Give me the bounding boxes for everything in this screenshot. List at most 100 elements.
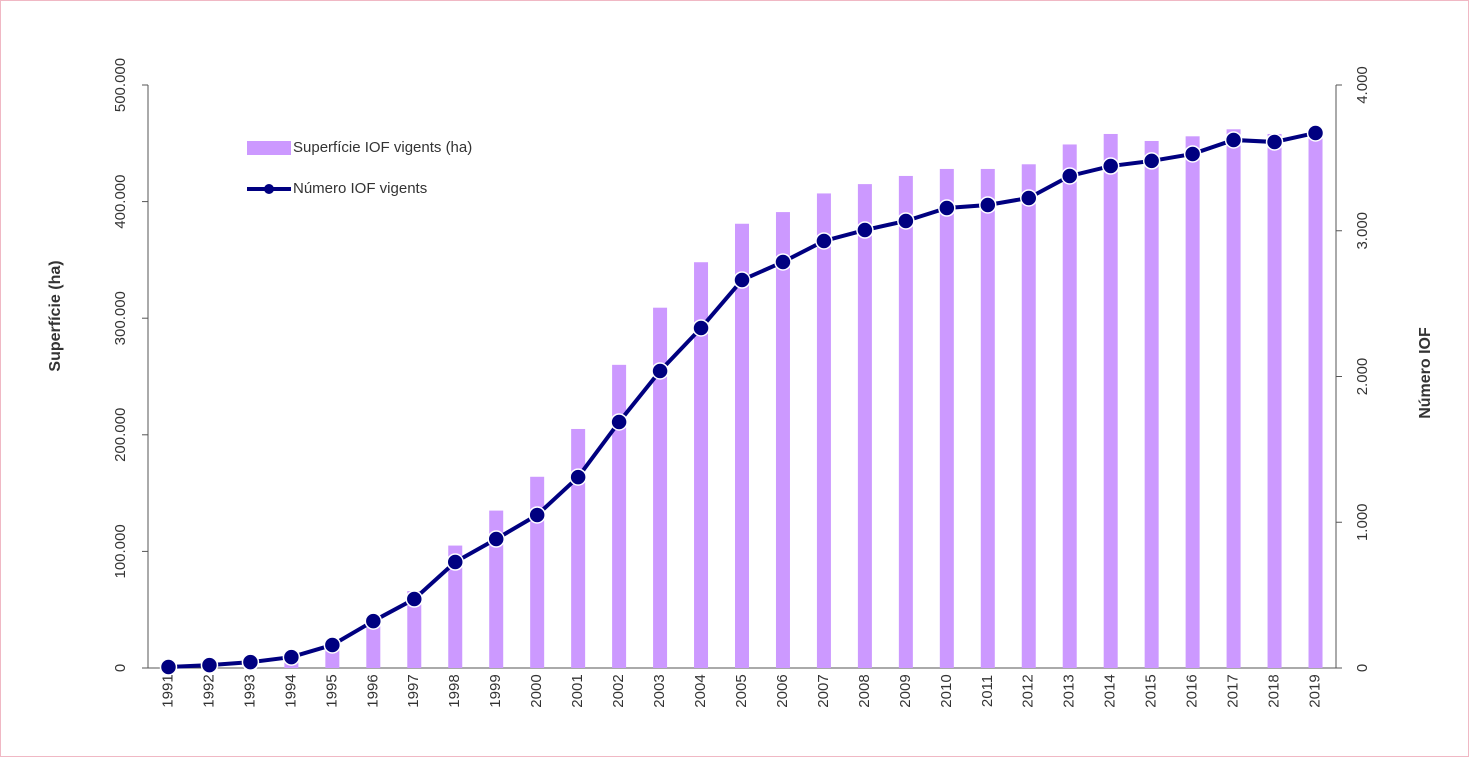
x-tick-label: 2008: [856, 674, 873, 707]
y-tick-label: 500.000: [112, 58, 129, 112]
x-tick-label: 1991: [159, 674, 176, 707]
x-tick-label: 2011: [979, 675, 996, 707]
line-marker: [405, 590, 424, 608]
legend-swatch: [247, 141, 291, 155]
bar: [1103, 133, 1118, 669]
x-tick-label: 2000: [528, 674, 545, 707]
x-tick-label: 2001: [569, 674, 586, 707]
line-marker: [1020, 189, 1038, 207]
y-axis-label: Superfície (ha): [47, 260, 64, 371]
line-marker: [1265, 133, 1284, 151]
bar: [816, 193, 831, 669]
line-marker: [610, 413, 628, 431]
line-marker: [979, 196, 997, 214]
line-marker: [487, 530, 505, 548]
line-marker: [897, 212, 915, 230]
x-tick-label: 1994: [282, 674, 299, 707]
x-tick-label: 2016: [1184, 674, 1201, 707]
x-tick-label: 2017: [1225, 674, 1242, 707]
x-tick-label: 2015: [1143, 674, 1160, 707]
line-marker: [938, 199, 956, 217]
bar: [571, 428, 586, 668]
bar: [612, 364, 627, 668]
bar: [939, 168, 954, 668]
line-marker: [774, 253, 792, 271]
bar: [857, 184, 872, 669]
y2-tick-label: 1.000: [1354, 503, 1371, 541]
y2-tick-label: 4.000: [1354, 66, 1371, 104]
bar: [735, 223, 749, 668]
y-tick-label: 300.000: [112, 291, 129, 345]
legend-marker: [264, 184, 274, 194]
bar: [1308, 129, 1323, 669]
x-tick-label: 2006: [774, 674, 791, 707]
x-tick-label: 1993: [241, 674, 258, 707]
legend-label: Superfície IOF vigents (ha): [293, 139, 472, 156]
line-marker: [528, 506, 546, 524]
x-tick-label: 2014: [1102, 674, 1119, 707]
bar: [653, 307, 668, 668]
y-tick-label: 400.000: [112, 174, 129, 228]
line-marker: [1142, 152, 1161, 170]
bar: [448, 545, 463, 668]
y2-tick-label: 2.000: [1354, 358, 1371, 396]
bar: [1021, 164, 1036, 668]
line-marker: [159, 658, 178, 676]
bar: [407, 591, 422, 668]
y2-tick-label: 3.000: [1354, 212, 1371, 250]
line-marker: [1224, 131, 1243, 149]
bar: [489, 510, 504, 668]
line-marker: [364, 612, 383, 630]
bar: [1144, 140, 1159, 668]
line-marker: [446, 553, 464, 571]
x-tick-label: 1995: [323, 674, 340, 707]
bar: [980, 168, 995, 668]
y2-tick-label: 0: [1354, 664, 1371, 672]
x-tick-label: 1997: [405, 674, 422, 707]
bar: [694, 262, 709, 668]
line-marker: [651, 362, 669, 380]
x-tick-label: 1992: [200, 674, 217, 707]
line-marker: [1101, 157, 1120, 175]
legend-label: Número IOF vigents: [293, 180, 427, 197]
line-marker: [323, 636, 342, 654]
x-tick-label: 2013: [1061, 674, 1078, 707]
y2-axis-label: Número IOF: [1417, 327, 1434, 419]
x-tick-label: 1998: [446, 674, 463, 707]
x-tick-label: 2005: [733, 674, 750, 707]
x-tick-label: 2002: [610, 674, 627, 707]
x-tick-label: 2019: [1306, 674, 1323, 707]
bar: [1185, 136, 1200, 668]
bar: [1267, 133, 1282, 669]
line-marker: [856, 221, 874, 239]
x-tick-label: 1999: [487, 674, 504, 707]
line-marker: [1183, 145, 1202, 163]
x-tick-label: 2009: [897, 674, 914, 707]
x-tick-label: 2018: [1266, 674, 1283, 707]
y-tick-label: 200.000: [112, 408, 129, 462]
bar: [1062, 144, 1077, 668]
line-marker: [733, 271, 751, 289]
x-tick-label: 2003: [651, 674, 668, 707]
bar: [898, 175, 913, 668]
line-marker: [815, 232, 833, 250]
bar: [775, 212, 790, 668]
y-tick-label: 0: [112, 664, 129, 672]
x-tick-label: 2004: [692, 674, 709, 707]
y-tick-label: 100.000: [112, 524, 129, 578]
line-marker: [692, 319, 710, 337]
x-tick-label: 2010: [938, 674, 955, 707]
bar: [1226, 129, 1241, 669]
line-marker: [1306, 124, 1325, 142]
x-tick-label: 2012: [1020, 674, 1037, 707]
x-tick-label: 2007: [815, 674, 832, 707]
line-marker: [569, 468, 587, 486]
line-marker: [241, 653, 260, 671]
line-marker: [200, 656, 219, 674]
bar: [530, 476, 545, 668]
line-marker: [282, 648, 301, 666]
line-marker: [1060, 167, 1079, 185]
x-tick-label: 1996: [364, 674, 381, 707]
